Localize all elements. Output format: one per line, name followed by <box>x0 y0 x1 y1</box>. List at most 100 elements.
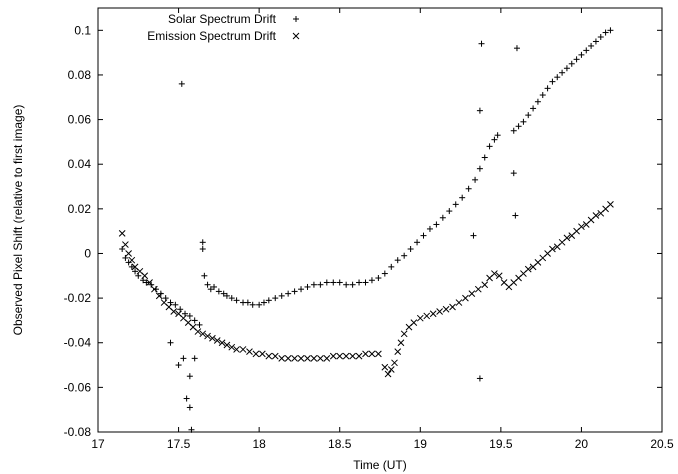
emission-drift-point <box>265 352 273 360</box>
solar-drift-point <box>349 281 356 288</box>
y-tick-label: 0.04 <box>68 157 92 171</box>
emission-drift-point <box>204 332 211 340</box>
solar-drift-point <box>362 279 369 286</box>
solar-drift-point <box>568 60 575 67</box>
emission-drift-point <box>410 319 418 327</box>
emission-drift-point <box>317 355 324 362</box>
y-tick-label: -0.02 <box>64 291 92 305</box>
solar-drift-point <box>207 286 214 293</box>
solar-drift-point <box>186 373 193 380</box>
solar-drift-point <box>478 40 485 47</box>
solar-drift-point <box>220 290 227 297</box>
solar-drift-point <box>167 339 174 346</box>
solar-drift-point <box>186 404 193 411</box>
solar-drift-point <box>597 34 604 41</box>
solar-drift-point <box>177 306 184 313</box>
emission-drift-point <box>578 223 585 231</box>
emission-drift-point <box>592 212 600 219</box>
emission-drift-point <box>397 339 405 347</box>
solar-drift-point <box>272 295 279 302</box>
emission-drift-point <box>310 355 318 362</box>
solar-drift-point <box>388 263 395 270</box>
emission-drift-point <box>223 341 231 349</box>
emission-drift-point <box>329 352 337 360</box>
y-tick-label: -0.06 <box>64 380 92 394</box>
emission-drift-point <box>449 303 456 311</box>
x-tick-label: 17 <box>91 437 105 451</box>
emission-drift-point <box>381 363 389 371</box>
emission-drift-point <box>323 355 331 362</box>
solar-drift-point <box>298 286 305 293</box>
solar-drift-point <box>491 136 498 143</box>
solar-drift-point <box>381 270 388 277</box>
solar-drift-point <box>199 246 206 253</box>
solar-drift-point <box>476 107 483 114</box>
emission-drift-point <box>436 308 443 315</box>
x-tick-label: 17.5 <box>167 437 191 451</box>
emission-drift-point <box>495 272 503 280</box>
solar-drift-point <box>452 201 459 208</box>
solar-drift-point <box>172 301 179 308</box>
solar-drift-point <box>304 283 311 290</box>
x-axis-label: Time (UT) <box>353 458 407 472</box>
emission-drift-point <box>259 350 266 358</box>
solar-drift-point <box>140 277 147 284</box>
solar-drift-point <box>439 214 446 221</box>
y-tick-label: 0.02 <box>68 202 92 216</box>
y-tick-label: 0.06 <box>68 113 92 127</box>
solar-drift-point <box>128 263 135 270</box>
emission-drift-point <box>213 337 221 344</box>
emission-drift-point <box>128 256 136 264</box>
emission-drift-point <box>209 334 216 342</box>
x-tick-label: 20 <box>575 437 589 451</box>
emission-drift-point <box>199 330 207 338</box>
emission-drift-point <box>349 352 356 360</box>
emission-drift-point <box>297 355 305 362</box>
solar-drift-point <box>510 127 517 134</box>
legend-marker-emission <box>292 32 300 40</box>
solar-drift-point <box>513 45 520 52</box>
emission-drift-point <box>462 294 469 302</box>
solar-drift-point <box>414 239 421 246</box>
solar-drift-point <box>260 299 267 306</box>
emission-drift-point <box>246 348 253 356</box>
solar-drift-point <box>175 362 182 369</box>
legend-label-emission: Emission Spectrum Drift <box>147 29 276 43</box>
solar-drift-point <box>394 257 401 264</box>
solar-drift-point <box>191 355 198 362</box>
y-tick-label: 0.1 <box>74 23 91 37</box>
solar-drift-point <box>143 279 150 286</box>
solar-drift-point <box>196 321 203 328</box>
solar-drift-point <box>132 268 139 275</box>
solar-drift-point <box>465 185 472 192</box>
x-tick-label: 19.5 <box>489 437 513 451</box>
solar-drift-point <box>554 74 561 81</box>
solar-drift-point <box>459 194 466 201</box>
solar-drift-point <box>291 288 298 295</box>
emission-drift-point <box>368 350 376 358</box>
solar-drift-point <box>510 170 517 177</box>
solar-drift-point <box>512 212 519 219</box>
emission-drift-point <box>394 348 402 356</box>
solar-drift-point <box>481 154 488 161</box>
emission-drift-point <box>146 279 153 286</box>
legend-marker-solar <box>293 16 299 22</box>
emission-drift-point <box>563 234 571 242</box>
solar-drift-point <box>162 295 169 302</box>
solar-drift-point <box>343 281 350 288</box>
emission-drift-point <box>442 305 450 313</box>
solar-drift-point <box>563 65 570 72</box>
emission-drift-point <box>400 330 408 338</box>
solar-drift-point <box>375 275 382 282</box>
solar-drift-point <box>420 232 427 239</box>
solar-drift-point <box>578 51 585 58</box>
solar-drift-point <box>228 295 235 302</box>
solar-drift-point <box>336 279 343 286</box>
emission-drift-point <box>355 352 363 360</box>
emission-drift-point <box>218 339 226 347</box>
solar-drift-point <box>244 299 251 306</box>
solar-drift-point <box>265 297 272 304</box>
solar-drift-point <box>486 143 493 150</box>
emission-drift-point <box>384 370 392 378</box>
emission-drift-point <box>141 272 149 280</box>
